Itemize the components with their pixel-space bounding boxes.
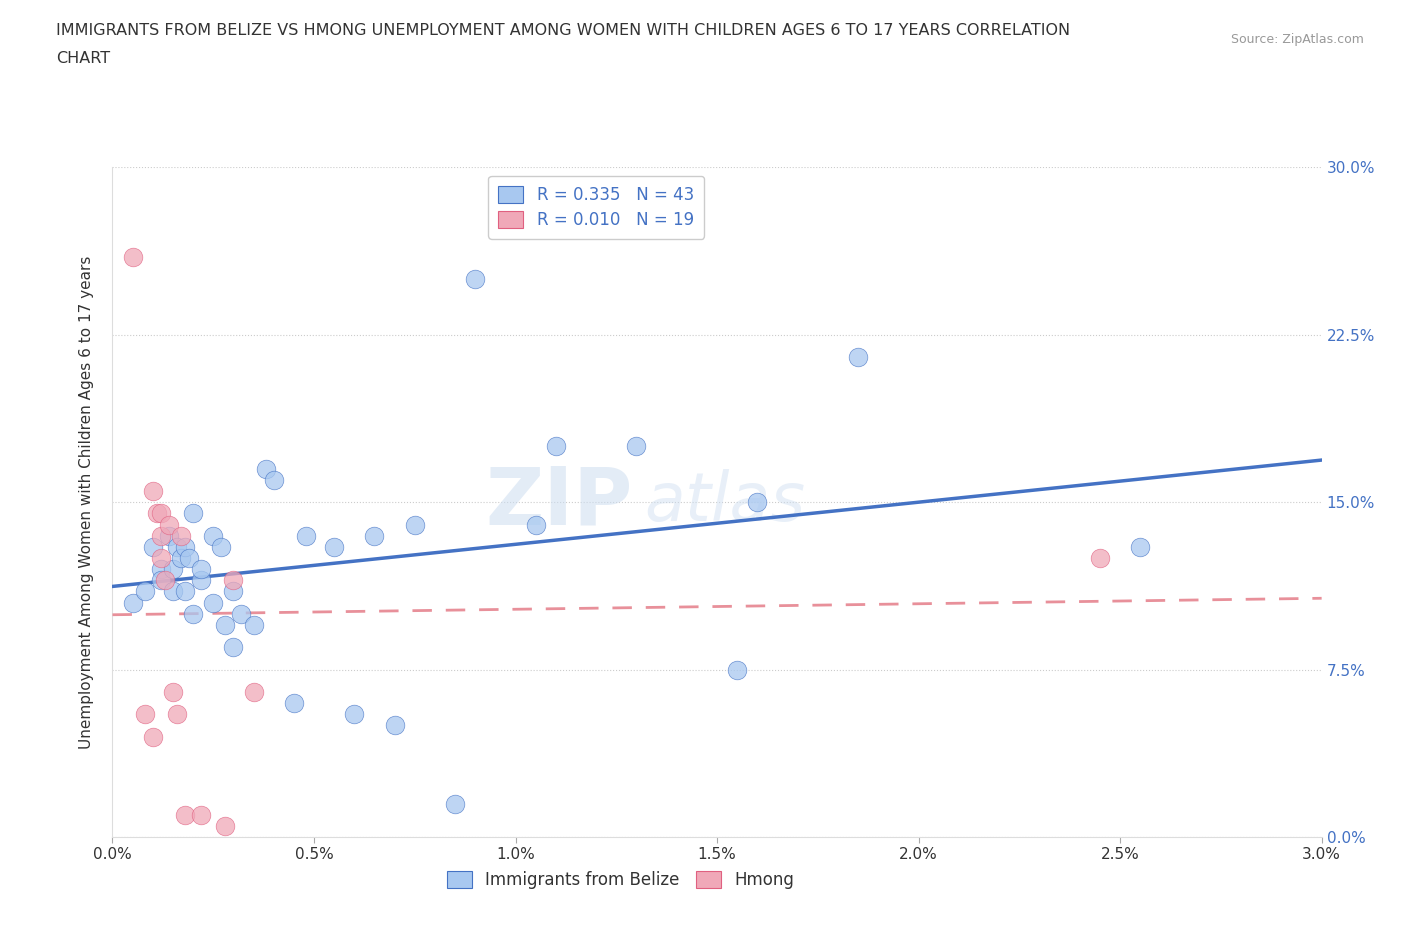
Point bbox=[157, 528, 180, 543]
Point bbox=[190, 807, 212, 822]
Point bbox=[146, 506, 169, 521]
Point bbox=[222, 573, 245, 588]
Text: IMMIGRANTS FROM BELIZE VS HMONG UNEMPLOYMENT AMONG WOMEN WITH CHILDREN AGES 6 TO: IMMIGRANTS FROM BELIZE VS HMONG UNEMPLOY… bbox=[56, 23, 1070, 38]
Point bbox=[384, 718, 406, 733]
Point bbox=[157, 517, 180, 532]
Point bbox=[747, 495, 769, 510]
Point bbox=[142, 539, 165, 554]
Point bbox=[242, 684, 264, 699]
Point bbox=[162, 584, 184, 599]
Point bbox=[725, 662, 748, 677]
Point bbox=[149, 528, 172, 543]
Point bbox=[846, 350, 869, 365]
Legend: Immigrants from Belize, Hmong: Immigrants from Belize, Hmong bbox=[440, 864, 801, 896]
Point bbox=[153, 573, 176, 588]
Point bbox=[202, 528, 225, 543]
Point bbox=[142, 729, 165, 744]
Point bbox=[209, 539, 232, 554]
Text: ZIP: ZIP bbox=[485, 463, 633, 541]
Point bbox=[404, 517, 426, 532]
Point bbox=[149, 506, 172, 521]
Point bbox=[363, 528, 385, 543]
Point bbox=[149, 551, 172, 565]
Point bbox=[263, 472, 285, 487]
Point bbox=[283, 696, 305, 711]
Point bbox=[142, 484, 165, 498]
Point bbox=[544, 439, 567, 454]
Point bbox=[149, 562, 172, 577]
Point bbox=[166, 707, 188, 722]
Point bbox=[343, 707, 366, 722]
Point bbox=[181, 506, 204, 521]
Point bbox=[524, 517, 547, 532]
Point bbox=[222, 584, 245, 599]
Point bbox=[174, 539, 197, 554]
Point bbox=[254, 461, 277, 476]
Point bbox=[149, 573, 172, 588]
Point bbox=[202, 595, 225, 610]
Point bbox=[190, 562, 212, 577]
Point bbox=[170, 551, 193, 565]
Point bbox=[242, 618, 264, 632]
Point bbox=[170, 528, 193, 543]
Point bbox=[214, 818, 236, 833]
Point bbox=[323, 539, 346, 554]
Point bbox=[134, 584, 156, 599]
Point bbox=[174, 584, 197, 599]
Point bbox=[626, 439, 648, 454]
Point bbox=[162, 684, 184, 699]
Y-axis label: Unemployment Among Women with Children Ages 6 to 17 years: Unemployment Among Women with Children A… bbox=[79, 256, 94, 749]
Point bbox=[464, 272, 486, 286]
Text: atlas: atlas bbox=[644, 470, 806, 535]
Point bbox=[166, 539, 188, 554]
Point bbox=[222, 640, 245, 655]
Point bbox=[121, 249, 143, 264]
Point bbox=[231, 606, 253, 621]
Point bbox=[134, 707, 156, 722]
Point bbox=[1129, 539, 1152, 554]
Point bbox=[214, 618, 236, 632]
Text: Source: ZipAtlas.com: Source: ZipAtlas.com bbox=[1230, 33, 1364, 46]
Point bbox=[181, 606, 204, 621]
Point bbox=[121, 595, 143, 610]
Point bbox=[162, 562, 184, 577]
Point bbox=[1088, 551, 1111, 565]
Text: CHART: CHART bbox=[56, 51, 110, 66]
Point bbox=[444, 796, 467, 811]
Point bbox=[177, 551, 200, 565]
Point bbox=[190, 573, 212, 588]
Point bbox=[174, 807, 197, 822]
Point bbox=[295, 528, 318, 543]
